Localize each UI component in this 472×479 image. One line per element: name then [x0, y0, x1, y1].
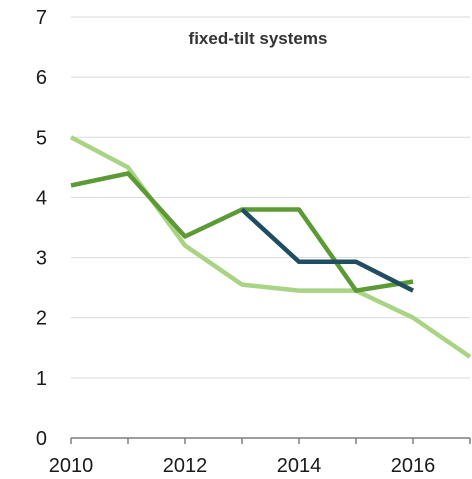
series-line-2	[70, 171, 414, 293]
y-tick-label: 2	[36, 308, 47, 330]
series-line-3	[240, 207, 415, 293]
y-tick-label: 1	[36, 368, 47, 390]
y-tick-label: 4	[36, 187, 47, 209]
tick-label-layer: 0 1 2 3 4 5 6 7 2010 2012 2014 2016	[36, 7, 435, 477]
x-tick-label: 2010	[49, 455, 94, 477]
x-tick-label: 2016	[391, 455, 436, 477]
series-line-1	[69, 135, 472, 359]
y-tick-label: 6	[36, 67, 47, 89]
y-tick-label: 5	[36, 127, 47, 149]
grid-layer	[71, 16, 470, 379]
series-layer	[69, 135, 472, 359]
axis-layer	[70, 437, 471, 444]
chart-title: fixed-tilt systems	[189, 29, 328, 48]
y-tick-label: 7	[36, 7, 47, 29]
y-tick-label: 0	[36, 428, 47, 450]
x-tick-label: 2012	[163, 455, 208, 477]
x-tick-label: 2014	[277, 455, 322, 477]
y-tick-label: 3	[36, 248, 47, 270]
